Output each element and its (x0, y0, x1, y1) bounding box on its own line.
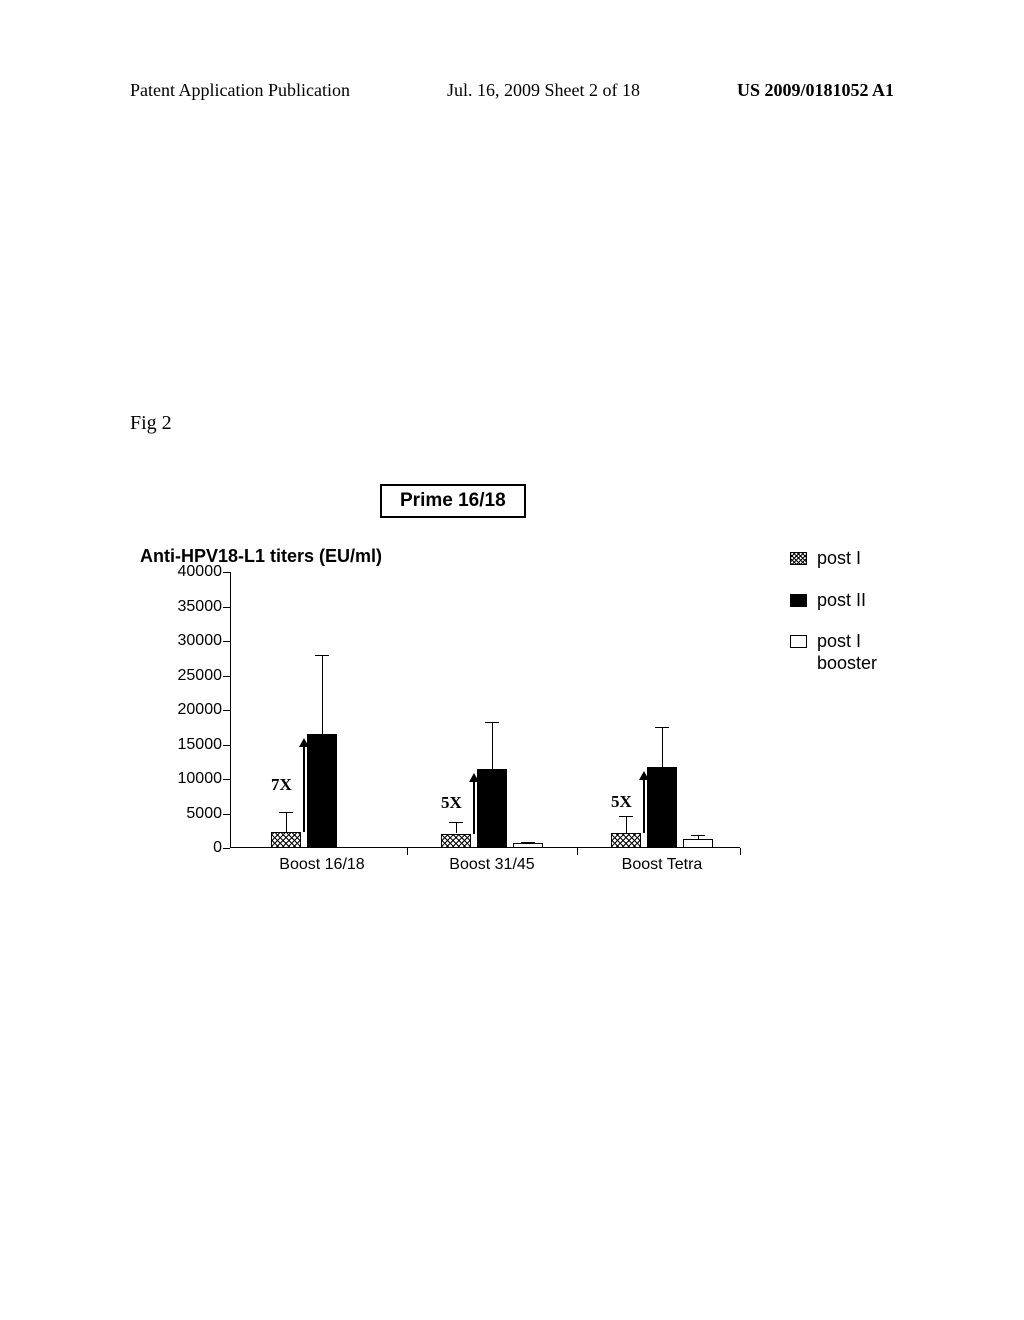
error-cap (279, 812, 293, 813)
chart-title: Prime 16/18 (380, 484, 526, 518)
error-cap (619, 816, 633, 817)
x-group-label: Boost 31/45 (449, 856, 534, 874)
y-tick-label: 30000 (178, 632, 223, 650)
legend-item: post I (790, 548, 877, 570)
legend-item: post II (790, 590, 877, 612)
arrow-stem (643, 780, 645, 833)
y-tick (223, 779, 230, 780)
y-tick-label: 5000 (186, 805, 222, 823)
header-left: Patent Application Publication (130, 80, 350, 101)
y-tick (223, 745, 230, 746)
legend-swatch-hollow (790, 635, 807, 648)
bar (477, 769, 507, 848)
y-tick (223, 607, 230, 608)
legend-swatch-solid (790, 594, 807, 607)
figure-label: Fig 2 (130, 412, 172, 435)
error-bar (322, 655, 323, 734)
legend-label: post II (817, 590, 866, 612)
x-tick (407, 848, 408, 855)
y-axis (230, 572, 231, 848)
error-cap (485, 722, 499, 723)
bar (611, 833, 641, 848)
multiplier-label: 5X (611, 792, 632, 812)
error-cap (315, 655, 329, 656)
header-mid: Jul. 16, 2009 Sheet 2 of 18 (447, 80, 640, 101)
error-bar (286, 812, 287, 832)
x-tick (577, 848, 578, 855)
x-group-label: Boost 16/18 (279, 856, 364, 874)
y-tick (223, 641, 230, 642)
x-group-label: Boost Tetra (622, 856, 703, 874)
error-cap (521, 842, 535, 843)
error-bar (492, 722, 493, 768)
arrow-head-icon (299, 738, 309, 747)
y-tick-label: 20000 (178, 701, 223, 719)
arrow-head-icon (469, 773, 479, 782)
error-bar (456, 822, 457, 834)
bar (307, 734, 337, 848)
y-tick (223, 572, 230, 573)
y-tick-label: 15000 (178, 736, 223, 754)
y-tick (223, 814, 230, 815)
y-tick-label: 25000 (178, 667, 223, 685)
y-tick-label: 0 (213, 839, 222, 857)
y-tick-label: 40000 (178, 563, 223, 581)
y-tick (223, 710, 230, 711)
error-bar (662, 727, 663, 766)
header-right: US 2009/0181052 A1 (737, 80, 894, 101)
x-tick (740, 848, 741, 855)
y-tick-label: 10000 (178, 770, 223, 788)
legend: post I post II post Ibooster (790, 548, 877, 694)
error-cap (655, 727, 669, 728)
multiplier-label: 7X (271, 775, 292, 795)
bar (441, 834, 471, 848)
arrow-stem (303, 747, 305, 832)
y-axis-title: Anti-HPV18-L1 titers (EU/ml) (140, 546, 382, 567)
bar (271, 832, 301, 848)
error-bar (626, 816, 627, 833)
y-tick (223, 848, 230, 849)
legend-swatch-hatched (790, 552, 807, 565)
error-cap (691, 835, 705, 836)
y-tick (223, 676, 230, 677)
legend-item: post Ibooster (790, 631, 877, 674)
legend-label: post I (817, 548, 861, 570)
bar-chart: 0500010000150002000025000300003500040000… (230, 572, 740, 848)
legend-label: post Ibooster (817, 631, 877, 674)
multiplier-label: 5X (441, 793, 462, 813)
bar (647, 767, 677, 848)
arrow-head-icon (639, 771, 649, 780)
page-header: Patent Application Publication Jul. 16, … (0, 80, 1024, 101)
bar (513, 843, 543, 848)
arrow-stem (473, 782, 475, 834)
error-cap (449, 822, 463, 823)
y-tick-label: 35000 (178, 598, 223, 616)
bar (683, 839, 713, 848)
